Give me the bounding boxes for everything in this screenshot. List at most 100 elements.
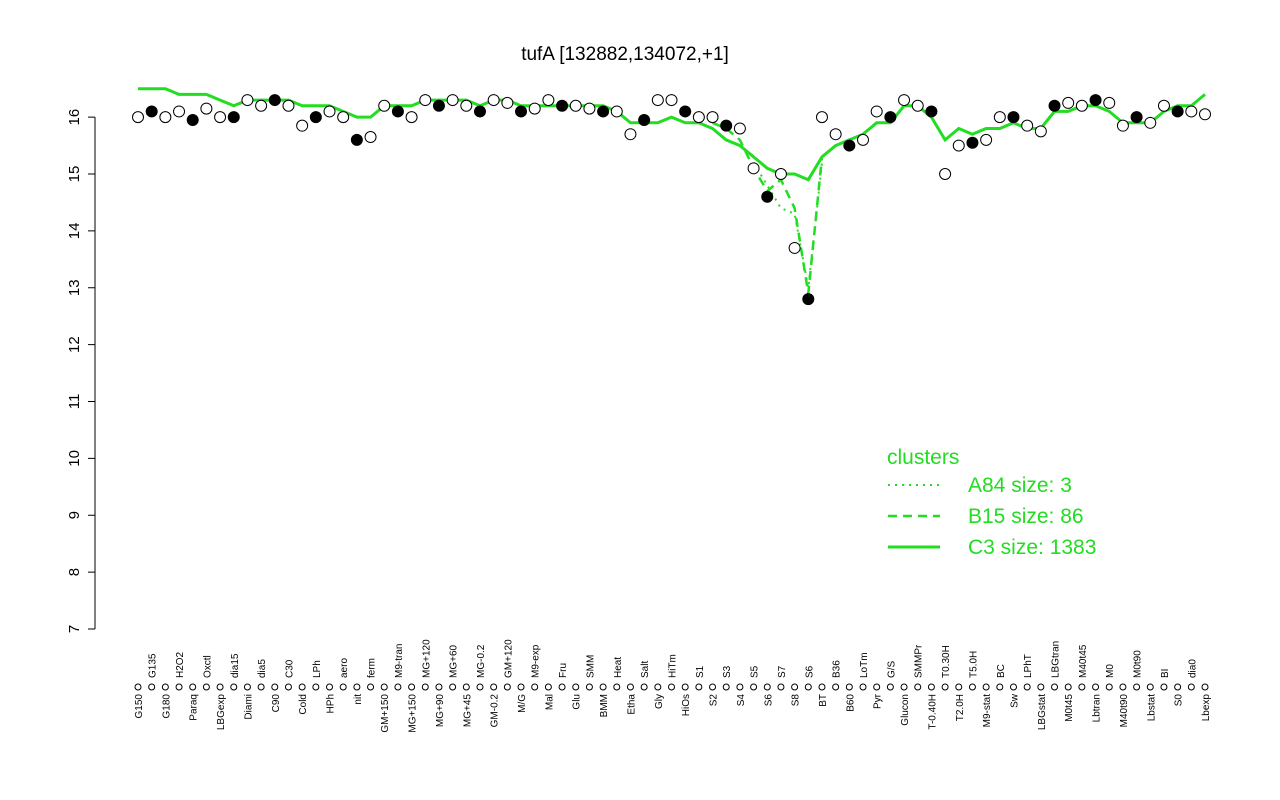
category-marker (996, 683, 1004, 691)
x-tick-label: Heat (613, 657, 624, 678)
x-tick-label: LBGtran (1051, 641, 1062, 678)
x-tick-label: M9-stat (982, 694, 993, 728)
x-tick-label: LBGexp (216, 694, 227, 731)
x-tick-label: M0t45 (1064, 694, 1075, 722)
x-tick-label: BI (1160, 669, 1171, 678)
x-tick-label: BT (818, 694, 829, 707)
x-tick-label: MG+90 (435, 694, 446, 728)
x-tick-label: MG-0.2 (476, 644, 487, 678)
category-marker (681, 683, 689, 691)
data-point (761, 190, 774, 203)
category-marker (722, 683, 730, 691)
category-marker (613, 683, 621, 691)
category-marker (640, 683, 648, 691)
category-marker (955, 683, 963, 691)
data-point (583, 102, 596, 115)
data-point (870, 105, 883, 118)
category-marker (914, 683, 922, 691)
x-tick-label: GM+120 (503, 639, 514, 678)
category-marker (503, 683, 511, 691)
x-tick-label: T5.0H (968, 651, 979, 678)
data-point (460, 99, 473, 112)
data-point (227, 111, 240, 124)
category-marker (777, 683, 785, 691)
data-point (610, 105, 623, 118)
category-marker (298, 683, 306, 691)
x-tick-label: dia5 (257, 659, 268, 678)
x-tick-label: T2.0H (955, 694, 966, 721)
x-tick-label: Glu (572, 694, 583, 710)
data-point (638, 113, 651, 126)
data-point (1062, 96, 1075, 109)
category-marker (1037, 683, 1045, 691)
category-marker (900, 683, 908, 691)
x-tick-label: MG+60 (449, 644, 460, 678)
category-marker (832, 683, 840, 691)
category-marker (1105, 683, 1113, 691)
data-point (515, 105, 528, 118)
x-tick-label: T0.30H (941, 645, 952, 678)
category-marker (476, 683, 484, 691)
x-tick-label: HiTm (668, 654, 679, 678)
legend-label: A84 size: 3 (968, 474, 1072, 497)
x-tick-label: G180 (161, 694, 172, 719)
data-point (200, 102, 213, 115)
category-marker (695, 683, 703, 691)
x-tick-label: Salt (640, 661, 651, 678)
category-marker (927, 683, 935, 691)
category-marker (394, 683, 402, 691)
data-point (925, 105, 938, 118)
category-marker (572, 683, 580, 691)
category-marker (148, 683, 156, 691)
x-tick-label: Sw (1009, 693, 1020, 708)
x-tick-label: dia0 (1187, 659, 1198, 678)
data-point (1185, 105, 1198, 118)
category-marker (216, 683, 224, 691)
data-point (993, 111, 1006, 124)
x-tick-label: GM-0.2 (490, 694, 501, 728)
category-marker (763, 683, 771, 691)
category-marker (1174, 683, 1182, 691)
category-marker (1009, 683, 1017, 691)
data-point (802, 293, 815, 306)
category-marker (421, 683, 429, 691)
x-tick-label: Lbtran (1092, 694, 1103, 722)
x-tick-label: SMM (585, 655, 596, 678)
category-marker (490, 683, 498, 691)
x-tick-label: M40t90 (1119, 694, 1130, 728)
category-marker (859, 683, 867, 691)
data-point (1103, 96, 1116, 109)
category-marker (449, 683, 457, 691)
category-marker (353, 683, 361, 691)
x-tick-label: T-0.40H (927, 694, 938, 730)
data-point (857, 133, 870, 146)
x-tick-label: G150 (134, 694, 145, 719)
x-tick-label: ferm (367, 658, 378, 678)
x-tick-label: MG+150 (408, 694, 419, 733)
x-tick-label: MG+45 (462, 694, 473, 728)
category-marker (326, 683, 334, 691)
category-marker (175, 683, 183, 691)
category-marker (750, 683, 758, 691)
category-marker (654, 683, 662, 691)
category-marker (312, 683, 320, 691)
data-point (1199, 108, 1211, 121)
category-marker (531, 683, 539, 691)
x-tick-label: H2O2 (175, 651, 186, 678)
category-marker (1092, 683, 1100, 691)
x-tick-label: B60 (845, 694, 856, 712)
data-point (898, 94, 911, 107)
data-point (405, 111, 418, 124)
legend-title: clusters (887, 446, 959, 469)
data-point (1116, 119, 1129, 132)
data-point (350, 133, 363, 146)
x-tick-label: LoTm (859, 652, 870, 678)
data-point (733, 122, 746, 135)
category-marker (202, 683, 210, 691)
x-tick-label: HPh (326, 694, 337, 713)
category-marker (1119, 683, 1127, 691)
data-point (323, 105, 336, 118)
data-point (132, 111, 144, 124)
category-marker (968, 683, 976, 691)
data-point (884, 111, 897, 124)
